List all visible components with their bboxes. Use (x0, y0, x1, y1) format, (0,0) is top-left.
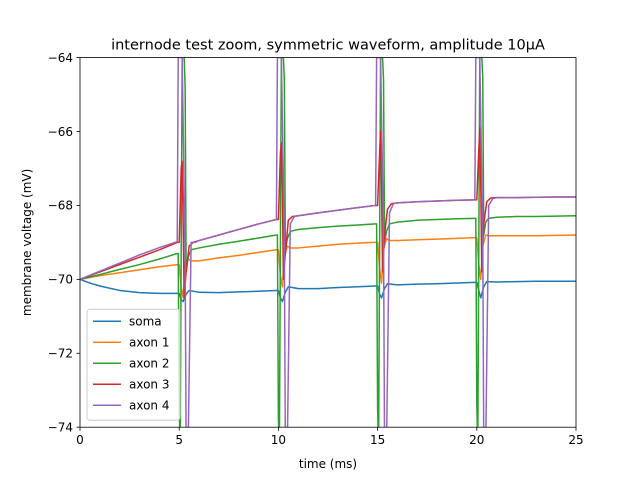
y-axis-label: membrane voltage (mV) (20, 169, 34, 316)
legend-label-1: axon 1 (129, 336, 169, 350)
x-tick-label: 5 (175, 433, 183, 447)
x-tick-label: 25 (568, 433, 583, 447)
series-layer (80, 57, 576, 428)
x-axis: 0 5 10 15 20 25 (76, 427, 584, 447)
x-tick-label: 20 (469, 433, 484, 447)
chart-title: internode test zoom, symmetric waveform,… (111, 38, 545, 54)
x-tick-label: 15 (370, 433, 385, 447)
x-tick-label: 10 (271, 433, 286, 447)
x-tick-label: 0 (76, 433, 84, 447)
y-tick-label: −68 (48, 199, 73, 213)
y-axis: −74 −72 −70 −68 −66 −64 (48, 51, 80, 435)
y-tick-label: −70 (48, 273, 73, 287)
legend-label-0: soma (129, 315, 162, 329)
legend-box (86, 308, 181, 421)
legend-label-3: axon 3 (129, 378, 169, 392)
y-tick-label: −74 (48, 421, 73, 435)
x-axis-label: time (ms) (299, 457, 357, 471)
plot-frame (79, 57, 577, 428)
y-tick-label: −72 (48, 347, 73, 361)
legend-label-4: axon 4 (129, 399, 169, 413)
legend: soma axon 1 axon 2 axon 3 axon 4 (86, 308, 181, 421)
y-tick-label: −64 (48, 51, 73, 65)
series-line-2 (80, 57, 576, 428)
legend-label-2: axon 2 (129, 357, 169, 371)
series-line-4 (80, 57, 576, 428)
y-tick-label: −66 (48, 125, 73, 139)
